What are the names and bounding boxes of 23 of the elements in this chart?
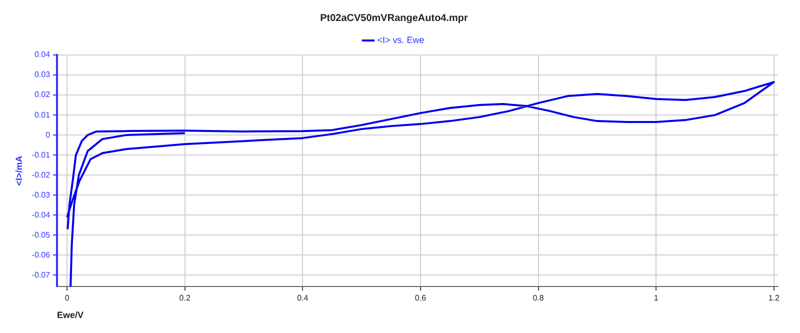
x-tick-label: 0 bbox=[64, 294, 70, 303]
y-tick-label: -0.03 bbox=[32, 190, 51, 200]
y-tick-label: 0.01 bbox=[34, 110, 51, 120]
x-tick-label: 0.4 bbox=[297, 294, 309, 303]
y-tick-label: -0.02 bbox=[32, 170, 51, 180]
x-tick-label: 0.8 bbox=[532, 294, 544, 303]
x-tick-label: 0.6 bbox=[414, 294, 427, 303]
x-axis-title: Ewe/V bbox=[57, 310, 84, 320]
y-axis-title: <I>/mA bbox=[14, 155, 24, 186]
y-tick-label: -0.07 bbox=[32, 270, 51, 280]
legend-label: <I> vs. Ewe bbox=[377, 34, 424, 45]
y-tick-label: 0.04 bbox=[34, 50, 51, 60]
y-tick-label: 0.03 bbox=[34, 70, 51, 80]
y-tick-label: -0.04 bbox=[32, 210, 51, 220]
y-tick-label: 0 bbox=[46, 130, 51, 140]
y-tick-label: -0.05 bbox=[32, 230, 51, 240]
x-tick-label: 1.2 bbox=[768, 294, 780, 303]
y-tick-label: -0.01 bbox=[32, 150, 51, 160]
x-tick-label: 1 bbox=[654, 294, 659, 303]
x-tick-label: 0.2 bbox=[179, 294, 191, 303]
y-tick-label: -0.06 bbox=[32, 250, 51, 260]
y-tick-label: 0.02 bbox=[34, 90, 51, 100]
chart-title: Pt02aCV50mVRangeAuto4.mpr bbox=[320, 12, 468, 24]
